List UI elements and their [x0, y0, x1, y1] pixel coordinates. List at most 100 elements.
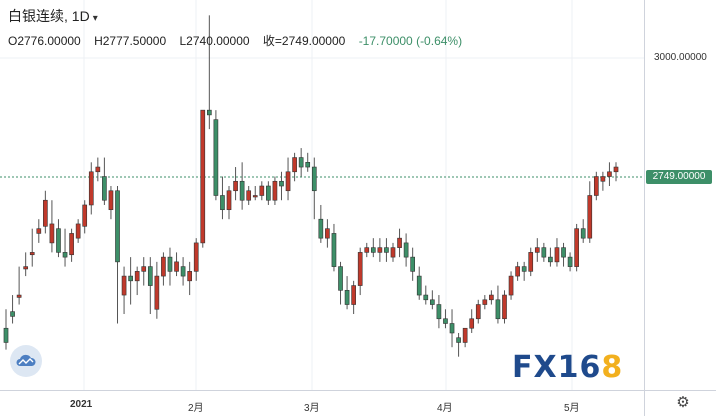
candle-body: [292, 157, 297, 173]
candle-body: [102, 176, 107, 201]
gear-icon[interactable]: ⚙: [676, 394, 690, 411]
time-axis-label-feb: 2月: [188, 403, 204, 414]
current-price-tag: 2749.00000: [646, 170, 712, 184]
fx168-logo: FX168: [512, 350, 624, 385]
candle-body: [567, 256, 573, 267]
candle-body: [613, 166, 619, 173]
candle-body: [416, 275, 422, 296]
candle-body: [75, 223, 81, 239]
candle-body: [528, 252, 534, 272]
candle-body: [607, 171, 612, 177]
time-axis-label-may: 5月: [564, 403, 580, 414]
candle-body: [443, 318, 448, 324]
candle-body: [580, 228, 586, 239]
candle-body: [541, 247, 547, 258]
candle-body: [456, 337, 461, 343]
candle-body: [154, 275, 160, 310]
candle-body: [311, 166, 317, 192]
low-value: L2740.00000: [179, 34, 250, 48]
candle-body: [502, 294, 507, 320]
candle-body: [220, 195, 225, 211]
candle-body: [482, 299, 488, 305]
candle-body: [554, 247, 560, 263]
candle-body: [410, 256, 415, 272]
candle-body: [23, 266, 29, 270]
candle-body: [377, 247, 383, 253]
candle-body: [193, 242, 199, 272]
symbol-title[interactable]: 白银连续: [8, 8, 64, 24]
candle-body: [226, 190, 232, 211]
candle-body: [515, 266, 520, 277]
candle-body: [325, 228, 330, 239]
price-axis[interactable]: 3000.00000 2749.00000: [644, 0, 716, 390]
candle-body: [344, 290, 350, 305]
time-axis-label-apr: 4月: [437, 403, 453, 414]
candle-body: [534, 247, 540, 253]
candle-body: [548, 256, 553, 263]
candle-body: [252, 195, 258, 198]
candle-body: [88, 171, 94, 206]
candle-body: [69, 233, 74, 256]
candle-body: [213, 119, 219, 196]
candle-body: [10, 311, 15, 317]
candle-body: [587, 195, 593, 239]
chevron-down-icon[interactable]: ▾: [92, 13, 98, 24]
candle-body: [3, 327, 9, 343]
candle-body: [134, 271, 140, 282]
candlestick-chart: [0, 0, 644, 390]
candle-body: [357, 252, 363, 286]
candle-body: [403, 242, 409, 258]
candle-body: [305, 162, 311, 168]
ohlc-legend: O2776.00000 H2777.50000 L2740.00000 收=27…: [8, 32, 472, 49]
axis-corner: [644, 390, 716, 416]
candle-body: [36, 228, 42, 234]
price-axis-label-3000: 3000.00000: [654, 52, 707, 63]
candle-body: [233, 180, 238, 192]
candle-body: [489, 294, 494, 301]
candle-body: [600, 176, 606, 182]
candle-body: [495, 299, 501, 320]
candle-body: [351, 285, 356, 305]
candle-body: [128, 275, 133, 282]
candle-body: [364, 247, 370, 253]
candle-body: [298, 157, 304, 168]
candle-body: [161, 256, 166, 277]
candle-body: [390, 247, 396, 258]
candle-body: [318, 218, 324, 239]
change-value: -17.70000 (-0.64%): [358, 34, 463, 48]
candle-body: [331, 233, 337, 267]
candle-body: [239, 180, 245, 201]
candle-body: [43, 199, 48, 227]
candle-body: [508, 275, 514, 296]
candle-body: [561, 247, 566, 258]
candle-body: [272, 180, 278, 201]
chart-plot-area[interactable]: 白银连续, 1D ▾ O2776.00000 H2777.50000 L2740.…: [0, 0, 644, 390]
candle-body: [475, 304, 481, 320]
candle-body: [259, 185, 265, 196]
time-axis[interactable]: 2021 2月 3月 4月 5月: [0, 390, 644, 416]
candle-body: [266, 185, 271, 201]
candle-body: [436, 304, 442, 320]
candle-body: [397, 237, 402, 248]
candle-body: [462, 327, 468, 343]
candle-body: [285, 171, 291, 192]
timeframe-label[interactable]: 1D: [71, 8, 90, 24]
candle-body: [180, 266, 186, 277]
candle-body: [121, 275, 127, 296]
candle-body: [279, 180, 284, 187]
candle-body: [449, 323, 455, 334]
candle-body: [423, 294, 429, 301]
candle-body: [49, 223, 55, 244]
candle-body: [174, 261, 179, 272]
candle-body: [108, 190, 114, 211]
candle-body: [141, 266, 147, 272]
candle-body: [95, 166, 101, 173]
candle-body: [56, 228, 61, 253]
candle-body: [521, 266, 527, 272]
chart-header[interactable]: 白银连续, 1D ▾: [8, 8, 98, 24]
candle-body: [574, 228, 579, 267]
candle-body: [62, 252, 68, 258]
cloud-icon[interactable]: [10, 345, 42, 377]
candle-body: [200, 109, 206, 244]
time-axis-label-mar: 3月: [304, 403, 320, 414]
